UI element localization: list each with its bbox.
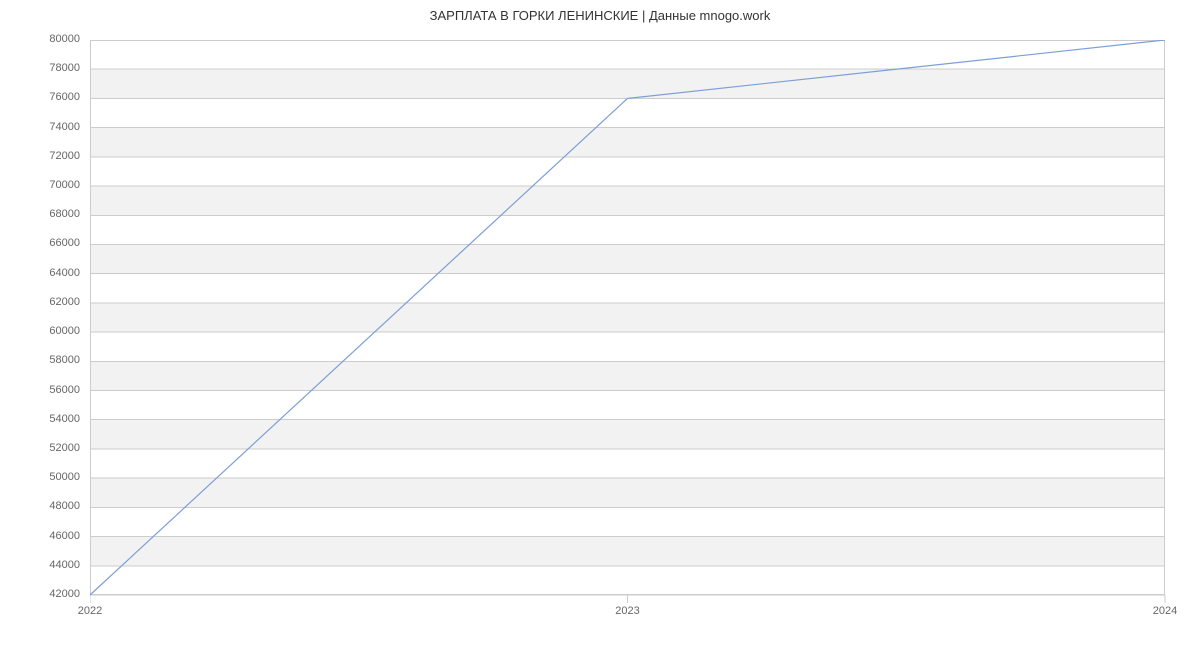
y-tick-label: 52000 <box>30 442 80 454</box>
y-tick-label: 66000 <box>30 237 80 249</box>
y-tick-label: 44000 <box>30 559 80 571</box>
y-tick-label: 48000 <box>30 500 80 512</box>
x-tick-label: 2023 <box>598 605 658 617</box>
chart-title: ЗАРПЛАТА В ГОРКИ ЛЕНИНСКИЕ | Данные mnog… <box>0 8 1200 23</box>
y-tick-label: 58000 <box>30 354 80 366</box>
salary-line-chart: ЗАРПЛАТА В ГОРКИ ЛЕНИНСКИЕ | Данные mnog… <box>0 0 1200 650</box>
x-tick-label: 2022 <box>60 605 120 617</box>
y-tick-label: 42000 <box>30 588 80 600</box>
y-tick-label: 62000 <box>30 296 80 308</box>
y-tick-label: 46000 <box>30 530 80 542</box>
y-tick-label: 56000 <box>30 384 80 396</box>
y-tick-label: 80000 <box>30 33 80 45</box>
y-tick-label: 54000 <box>30 413 80 425</box>
y-tick-label: 72000 <box>30 150 80 162</box>
y-tick-label: 50000 <box>30 471 80 483</box>
y-tick-label: 64000 <box>30 267 80 279</box>
x-tick-label: 2024 <box>1135 605 1195 617</box>
y-tick-label: 78000 <box>30 62 80 74</box>
plot-area <box>90 40 1167 615</box>
y-tick-label: 74000 <box>30 121 80 133</box>
y-tick-label: 76000 <box>30 91 80 103</box>
y-tick-label: 68000 <box>30 208 80 220</box>
y-tick-label: 60000 <box>30 325 80 337</box>
y-tick-label: 70000 <box>30 179 80 191</box>
